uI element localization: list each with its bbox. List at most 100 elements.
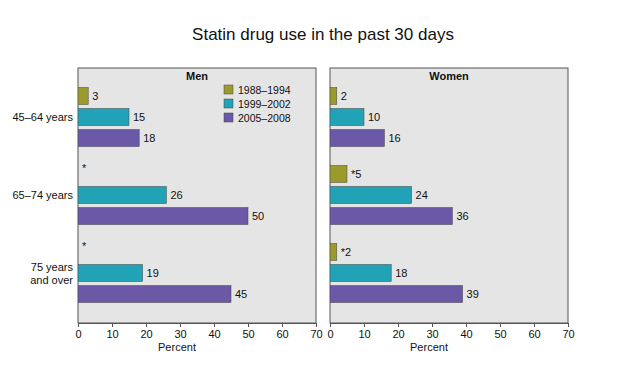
tick-label: 30 [426,328,438,340]
chart-title: Statin drug use in the past 30 days [192,25,454,44]
tick-mark [534,323,535,327]
tick-mark [364,323,365,327]
tick-mark [282,323,283,327]
data-label: 10 [368,111,380,123]
legend-label: 2005–2008 [238,112,291,124]
tick-label: 40 [208,328,220,340]
data-label: 24 [416,189,428,201]
panel-title: Women [429,70,469,82]
bar [78,108,129,125]
bar [78,208,248,225]
tick-mark [316,323,317,327]
axis-title: Percent [158,341,196,353]
tick-mark [214,323,215,327]
data-label: 26 [170,189,182,201]
chart: Statin drug use in the past 30 days3**15… [0,0,629,373]
data-label: 36 [456,210,468,222]
bar [330,208,452,225]
tick: 70 [562,323,574,340]
x-axis: 0 10 20 30 40 50 60 70 [327,323,574,340]
tick-mark [466,323,467,327]
data-label: 2 [341,90,347,102]
data-label: 45 [235,288,247,300]
bar [330,286,463,303]
legend-swatch [224,99,233,108]
tick: 50 [494,323,506,340]
tick-label: 60 [276,328,288,340]
legend: 1988–1994 1999–2002 2005–2008 [224,84,291,124]
tick: 70 [310,323,322,340]
plot-area [78,68,316,323]
bar [330,87,337,104]
tick: 20 [140,323,152,340]
tick-label: 30 [174,328,186,340]
bar [330,108,364,125]
tick-label: 70 [310,328,322,340]
tick-mark [398,323,399,327]
tick: 50 [242,323,254,340]
tick-label: 0 [327,328,333,340]
tick-label: 20 [140,328,152,340]
bars [330,87,463,302]
axis-title: Percent [410,341,448,353]
tick: 10 [358,323,370,340]
tick-mark [112,323,113,327]
legend-label: 1999–2002 [238,98,291,110]
category-label: 45–64 years [12,111,73,123]
bar [78,186,166,203]
tick-label: 60 [528,328,540,340]
axis-line [331,323,569,324]
tick: 20 [392,323,404,340]
tick-label: 40 [460,328,472,340]
tick-label: 20 [392,328,404,340]
tick-label: 10 [106,328,118,340]
bar [330,264,391,281]
tick: 60 [528,323,540,340]
tick: 60 [276,323,288,340]
data-label: 39 [467,288,479,300]
tick-mark [146,323,147,327]
tick: 30 [426,323,438,340]
bar [330,130,384,147]
data-label: 18 [395,267,407,279]
tick: 0 [75,323,81,340]
category-label: 65–74 years [12,189,73,201]
data-labels: 2 *5 *2 10 24 18 16 36 39 [341,90,479,300]
bars [78,87,248,302]
tick: 30 [174,323,186,340]
bar [78,130,139,147]
data-label: * [82,162,87,174]
panel: 2 *5 *2 10 24 18 16 36 39 0 10 20 30 40 50 60 70 Percent W… [327,68,574,353]
bar [78,264,143,281]
x-axis: 0 10 20 30 40 50 60 70 [75,323,322,340]
data-label: 50 [252,210,264,222]
tick-mark [78,323,79,327]
tick-mark [180,323,181,327]
data-label: 15 [133,111,145,123]
bar [78,87,88,104]
data-labels: 3**152619185045 [82,90,264,300]
tick: 40 [460,323,472,340]
tick-mark [500,323,501,327]
bar [330,165,347,182]
tick-mark [330,323,331,327]
tick-label: 70 [562,328,574,340]
tick: 10 [106,323,118,340]
tick-label: 50 [242,328,254,340]
panel-title: Men [186,70,208,82]
tick: 0 [327,323,333,340]
legend-swatch [224,85,233,94]
tick-mark [568,323,569,327]
data-label: 19 [147,267,159,279]
data-label: 16 [388,132,400,144]
tick: 40 [208,323,220,340]
tick-label: 50 [494,328,506,340]
legend-label: 1988–1994 [238,84,291,96]
bar [330,186,412,203]
data-label: *5 [351,168,361,180]
category-label: 75 yearsand over [30,261,73,286]
bar [330,243,337,260]
data-label: 18 [143,132,155,144]
data-label: *2 [341,246,351,258]
tick-mark [248,323,249,327]
